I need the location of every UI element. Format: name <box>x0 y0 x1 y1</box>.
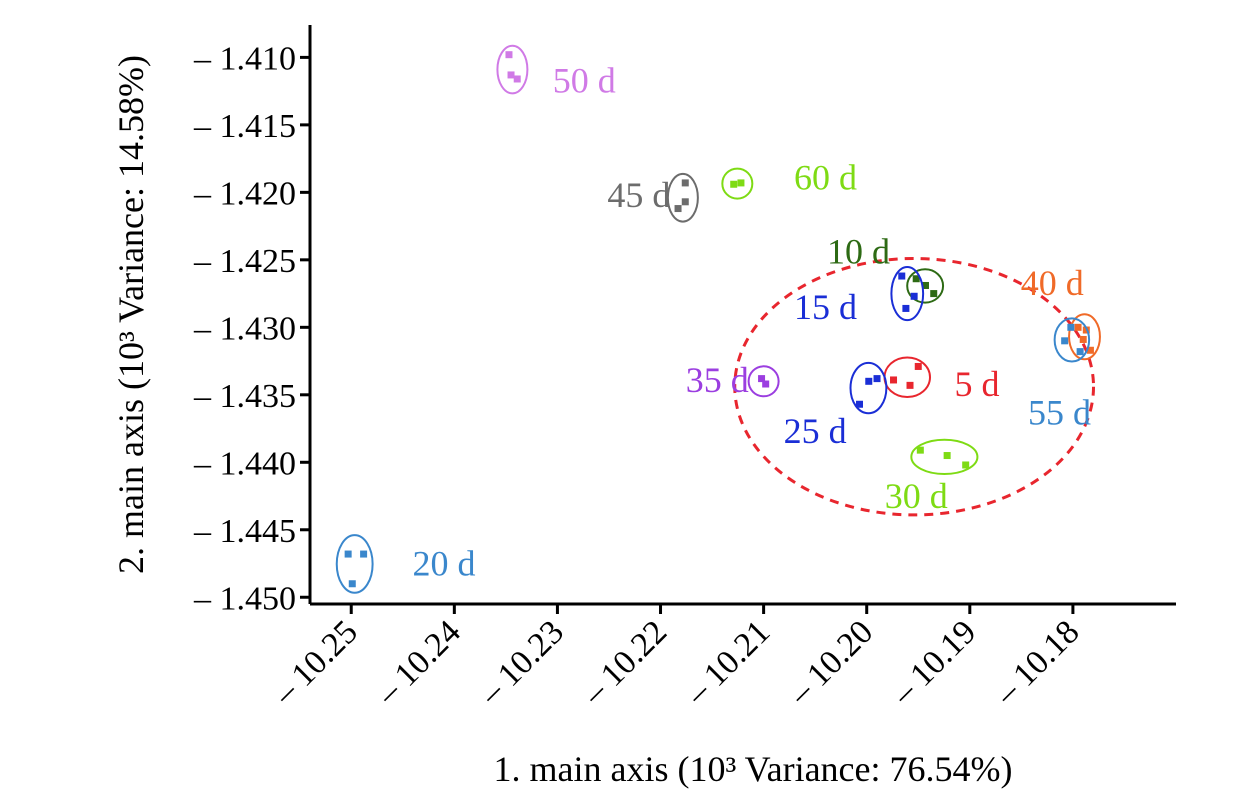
data-point <box>360 550 368 558</box>
axes <box>308 25 1176 606</box>
series-group: 20 d <box>335 534 476 594</box>
data-point <box>865 377 873 385</box>
cluster-ellipse <box>1068 313 1101 361</box>
annotation-layer <box>733 256 1096 517</box>
data-point <box>681 179 689 187</box>
series-label: 45 d <box>607 175 670 215</box>
series-label: 55 d <box>1028 392 1091 432</box>
series-group: 25 d <box>784 361 888 451</box>
x-tick-label: – 10.19 <box>884 613 983 712</box>
series-label: 40 d <box>1021 263 1084 303</box>
series-group: 10 d <box>827 232 945 304</box>
x-tick-label: – 10.23 <box>472 613 571 712</box>
data-point <box>674 205 682 213</box>
series-group: 35 d <box>686 360 780 400</box>
data-point <box>962 461 970 469</box>
cluster-ellipse <box>849 361 888 415</box>
data-point <box>898 272 906 280</box>
series-label: 15 d <box>794 287 857 327</box>
data-point <box>681 198 689 206</box>
dashed-circle-annotation <box>733 256 1096 517</box>
data-point <box>505 51 513 59</box>
x-tick-label: – 10.21 <box>678 613 777 712</box>
data-point <box>507 71 515 79</box>
series-layer: 5 d 10 d 15 d 20 d 25 d 30 d 35 d 40 d 45 d 55 d 6… <box>335 44 1101 594</box>
y-tick-label: – 1.410 <box>193 40 296 77</box>
y-axis-title: 2. main axis (10³ Variance: 14.58%) <box>111 55 151 574</box>
series-label: 60 d <box>794 158 857 198</box>
data-point <box>910 292 918 300</box>
data-point <box>1074 323 1082 331</box>
data-point <box>348 580 356 588</box>
data-point <box>921 281 929 289</box>
data-point <box>914 362 922 370</box>
y-tick-label: – 1.425 <box>193 243 296 280</box>
series-label: 35 d <box>686 360 749 400</box>
x-tick-label: – 10.22 <box>575 613 674 712</box>
data-point <box>758 375 766 383</box>
cluster-ellipse <box>721 167 754 200</box>
x-axis-title: 1. main axis (10³ Variance: 76.54%) <box>494 749 1013 789</box>
cluster-ellipse <box>496 44 529 95</box>
cluster-ellipse <box>666 172 699 223</box>
series-label: 10 d <box>827 232 890 272</box>
y-tick-label: – 1.450 <box>193 580 296 617</box>
series-group: 60 d <box>721 158 857 200</box>
series-label: 50 d <box>553 60 616 100</box>
series-group: 30 d <box>885 438 979 516</box>
series-group: 15 d <box>794 266 925 327</box>
y-tick-label: – 1.415 <box>193 108 296 145</box>
data-point <box>873 375 881 383</box>
x-axis-ticks: – 10.25– 10.24– 10.23– 10.22– 10.21– 10.… <box>266 604 1087 712</box>
cluster-ellipse <box>890 266 925 322</box>
cluster-ellipse <box>906 268 945 304</box>
y-tick-label: – 1.430 <box>193 310 296 347</box>
series-group: 50 d <box>496 44 616 100</box>
data-point <box>930 290 938 298</box>
x-tick-label: – 10.25 <box>266 613 365 712</box>
y-tick-label: – 1.445 <box>193 513 296 550</box>
data-point <box>1086 346 1094 354</box>
x-tick-label: – 10.18 <box>988 613 1087 712</box>
data-point <box>513 75 521 83</box>
data-point <box>730 180 738 188</box>
y-axis-ticks: – 1.410 – 1.415 – 1.420 – 1.425 – 1.430 – 1.4… <box>193 40 310 617</box>
data-point <box>943 452 951 460</box>
data-point <box>1061 337 1069 345</box>
data-point <box>890 376 898 384</box>
series-group: 45 d <box>607 172 699 223</box>
data-point <box>762 380 770 388</box>
series-group: 55 d <box>1028 317 1091 432</box>
series-label: 5 d <box>955 364 1000 404</box>
series-group: 5 d <box>883 356 1000 404</box>
data-point <box>1067 323 1075 331</box>
y-tick-label: – 1.440 <box>193 445 296 482</box>
series-label: 20 d <box>413 544 476 584</box>
series-label: 30 d <box>885 476 948 516</box>
cluster-ellipse <box>747 365 780 398</box>
cluster-ellipse <box>910 438 979 475</box>
data-point <box>906 381 914 389</box>
cluster-ellipse <box>1053 317 1091 363</box>
data-point <box>344 550 352 558</box>
data-point <box>1079 335 1087 343</box>
data-point <box>737 179 745 187</box>
data-point <box>912 275 920 283</box>
data-point <box>902 304 910 312</box>
cluster-ellipse <box>335 534 374 594</box>
series-group: 40 d <box>1021 263 1101 361</box>
series-label: 25 d <box>784 411 847 451</box>
x-tick-label: – 10.24 <box>369 613 468 712</box>
data-point <box>1076 348 1084 356</box>
data-point <box>855 400 863 408</box>
x-tick-label: – 10.20 <box>781 613 880 712</box>
data-point <box>916 446 924 454</box>
y-tick-label: – 1.420 <box>193 175 296 212</box>
y-tick-label: – 1.435 <box>193 378 296 415</box>
